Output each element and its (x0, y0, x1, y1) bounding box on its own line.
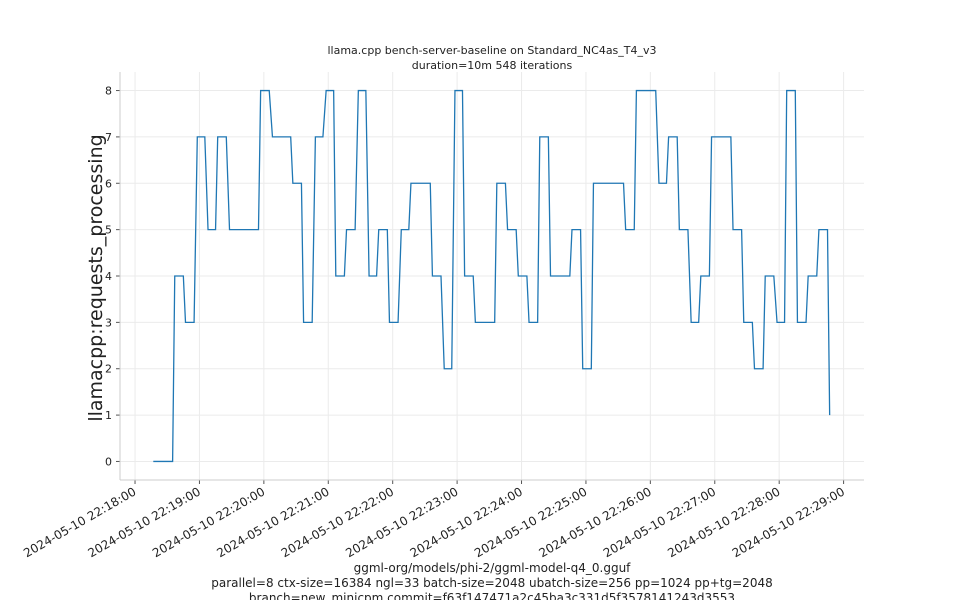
x-tick-label: 2024-05-10 22:29:00 (730, 484, 847, 560)
x-axis-label: parallel=8 ctx-size=16384 ngl=33 batch-s… (211, 576, 772, 590)
chart-title: llama.cpp bench-server-baseline on Stand… (327, 44, 656, 57)
x-tick-label: 2024-05-10 22:27:00 (601, 484, 718, 560)
x-tick-label: 2024-05-10 22:19:00 (86, 484, 203, 560)
y-tick-label: 0 (105, 455, 112, 468)
x-tick-label: 2024-05-10 22:24:00 (408, 484, 525, 560)
x-tick-label: 2024-05-10 22:20:00 (150, 484, 267, 560)
y-tick-label: 1 (105, 409, 112, 422)
x-tick-label: 2024-05-10 22:25:00 (472, 484, 589, 560)
x-tick-label: 2024-05-10 22:21:00 (214, 484, 331, 560)
y-tick-label: 7 (105, 131, 112, 144)
x-tick-label: 2024-05-10 22:28:00 (665, 484, 782, 560)
x-tick-label: 2024-05-10 22:22:00 (279, 484, 396, 560)
y-tick-label: 8 (105, 85, 112, 98)
y-tick-label: 5 (105, 224, 112, 237)
x-tick-label: 2024-05-10 22:23:00 (343, 484, 460, 560)
x-axis-label: branch=new_minicpm commit=f63f147471a2c4… (249, 591, 735, 600)
x-tick-label: 2024-05-10 22:26:00 (536, 484, 653, 560)
chart-subtitle: duration=10m 548 iterations (412, 59, 573, 72)
x-tick-label: 2024-05-10 22:18:00 (21, 484, 138, 560)
y-tick-label: 2 (105, 363, 112, 376)
y-axis-label: llamacpp:requests_processing (85, 134, 107, 421)
x-axis-label: ggml-org/models/phi-2/ggml-model-q4_0.gg… (354, 561, 632, 575)
y-tick-label: 6 (105, 177, 112, 190)
data-line (153, 89, 831, 463)
y-tick-label: 4 (105, 270, 112, 283)
y-tick-label: 3 (105, 316, 112, 329)
